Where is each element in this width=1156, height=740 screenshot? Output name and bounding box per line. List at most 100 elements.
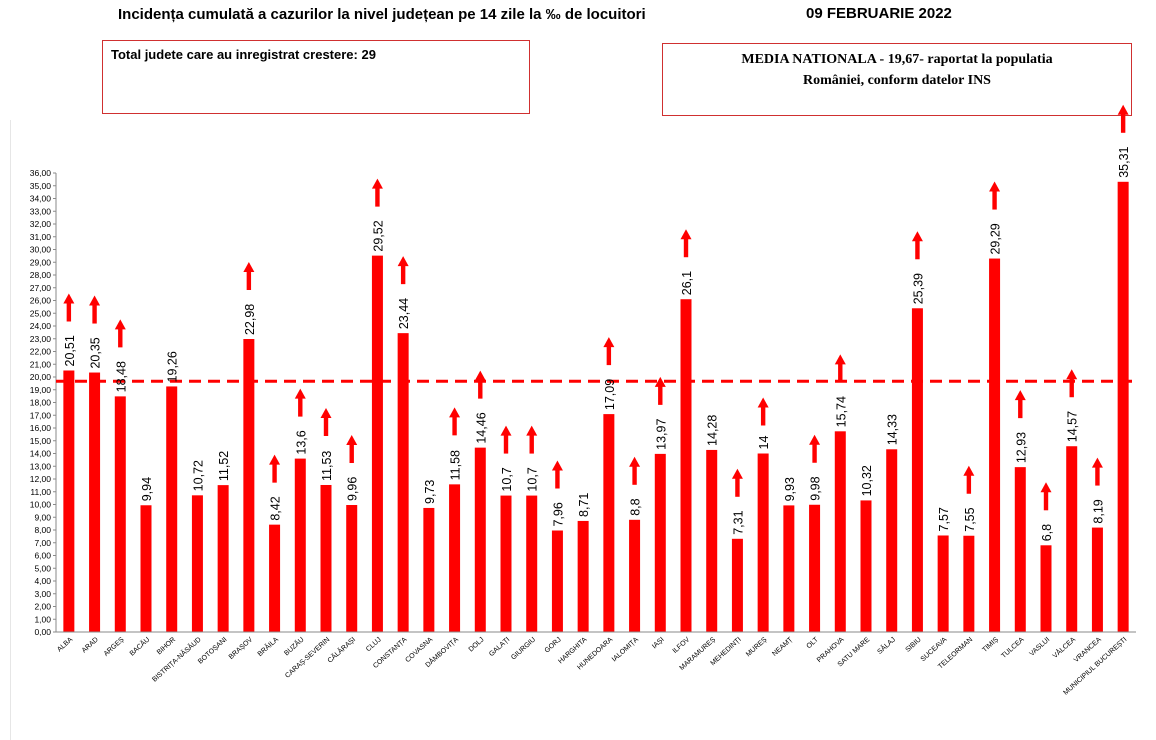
value-label: 7,96 [551, 502, 565, 526]
arrow-head [731, 468, 743, 479]
increase-arrow-icon [89, 295, 101, 324]
arrow-head [526, 425, 538, 436]
y-tick-label: 30,00 [30, 245, 52, 255]
arrow-head [551, 460, 563, 471]
arrow-shaft [400, 265, 406, 285]
bar [1091, 527, 1103, 632]
arrow-shaft [555, 469, 560, 489]
y-tick-label: 17,00 [30, 410, 52, 420]
y-tick-label: 13,00 [30, 461, 52, 471]
bar [1066, 446, 1078, 632]
bar [217, 485, 229, 632]
y-tick-label: 26,00 [30, 296, 52, 306]
arrow-shaft [1095, 466, 1100, 486]
y-tick-label: 27,00 [30, 283, 52, 293]
y-axis: 0,00 1,00 2,00 3,00 4,00 5,00 6,00 7,00 8,00 9,00… [30, 168, 57, 637]
y-tick-label: 0,00 [34, 627, 51, 637]
bar [629, 519, 641, 632]
arrow-head [1040, 482, 1052, 493]
arrow-head [963, 465, 975, 476]
bar [449, 484, 461, 632]
bar [371, 255, 383, 632]
bar [89, 372, 101, 632]
value-label: 18,48 [114, 361, 128, 392]
increase-arrow-icon [1040, 482, 1052, 511]
national-average-line1: MEDIA NATIONALA - 19,67- raportat la pop… [741, 52, 1053, 67]
y-tick-label: 21,00 [30, 359, 52, 369]
value-label: 20,35 [89, 337, 103, 368]
bar [860, 500, 872, 632]
category-label: BIHOR [156, 636, 177, 656]
bar [1040, 545, 1052, 632]
value-label: 23,44 [397, 298, 411, 329]
increase-arrow-icon [474, 370, 486, 399]
value-label: 26,1 [680, 271, 694, 295]
arrow-shaft [1018, 399, 1023, 419]
y-tick-label: 4,00 [34, 576, 51, 586]
arrow-head [89, 295, 101, 306]
value-labels: 20,51 20,35 18,48 9,94 19,26 10,72 11,52 22,98 8… [63, 146, 1131, 541]
arrow-shaft [298, 397, 303, 417]
category-label: DOLJ [468, 636, 486, 653]
y-tick-label: 10,00 [30, 500, 52, 510]
y-tick-label: 22,00 [30, 347, 52, 357]
y-tick-label: 6,00 [34, 551, 51, 561]
category-label: OLT [805, 636, 820, 650]
chart-left-border [10, 120, 11, 740]
value-label: 9,93 [783, 477, 797, 501]
category-label: CARAȘ-SEVERIN [284, 636, 331, 679]
bar [757, 453, 769, 632]
category-label: VÂLCEA [1051, 635, 1078, 660]
increase-count-box: Total judete care au inregistrat crester… [102, 40, 530, 114]
bar [423, 507, 435, 632]
arrow-head [809, 434, 821, 445]
y-tick-label: 12,00 [30, 474, 52, 484]
arrow-shaft [529, 434, 534, 454]
bar [1014, 467, 1026, 632]
chart-date: 09 FEBRUARIE 2022 [806, 5, 952, 22]
value-label: 7,57 [937, 507, 951, 531]
value-label: 9,98 [809, 476, 823, 500]
bar [937, 535, 949, 632]
y-tick-label: 28,00 [30, 270, 52, 280]
arrow-head [294, 388, 306, 399]
value-label: 29,52 [371, 220, 385, 251]
arrow-head [449, 407, 461, 418]
value-label: 22,98 [243, 304, 257, 335]
bars [63, 181, 1129, 633]
bar [809, 504, 821, 632]
bar [551, 530, 563, 632]
value-label: 8,42 [269, 496, 283, 520]
increase-arrow-icon [654, 376, 666, 405]
arrow-shaft [992, 190, 997, 210]
arrow-shaft [478, 379, 483, 399]
category-label: TIMIȘ [981, 636, 1000, 654]
national-average-line2: României, conform datelor INS [803, 73, 991, 88]
category-label: ARGEȘ [103, 636, 126, 658]
arrow-shaft [272, 463, 277, 483]
arrow-shaft [1120, 113, 1126, 133]
y-tick-label: 35,00 [30, 181, 52, 191]
chart-title: Incidența cumulată a cazurilor la nivel … [118, 6, 646, 23]
y-tick-label: 23,00 [30, 334, 52, 344]
y-tick-label: 5,00 [34, 563, 51, 573]
value-label: 14,28 [706, 415, 720, 446]
arrow-head [63, 293, 75, 304]
value-label: 9,73 [423, 480, 437, 504]
value-label: 9,94 [140, 477, 154, 501]
bar [140, 505, 152, 632]
y-tick-label: 15,00 [30, 436, 52, 446]
value-label: 11,52 [217, 451, 231, 481]
arrow-shaft [66, 302, 72, 322]
arrow-shaft [1043, 491, 1049, 511]
arrow-shaft [323, 416, 329, 436]
y-tick-label: 29,00 [30, 257, 52, 267]
arrow-head [1014, 390, 1026, 401]
arrow-head [603, 337, 615, 348]
category-label: BRĂILA [255, 635, 280, 659]
increase-arrow-icon [526, 425, 538, 454]
increase-arrow-icon [911, 231, 923, 260]
increase-arrow-icon [809, 434, 821, 463]
category-label: CĂLĂRAȘI [325, 635, 357, 665]
bar [886, 449, 898, 632]
